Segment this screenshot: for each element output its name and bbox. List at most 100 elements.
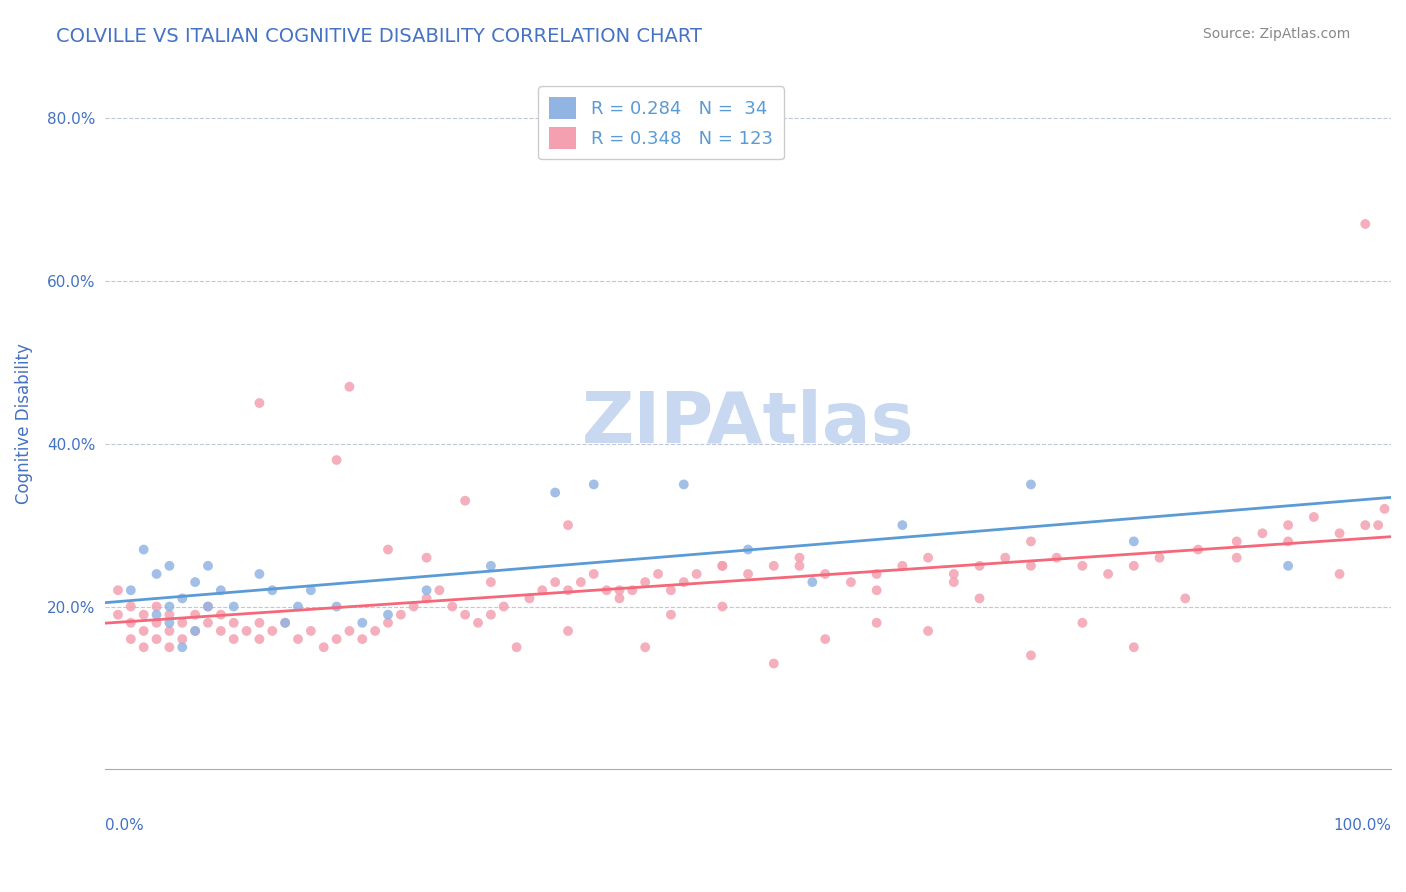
- Text: 100.0%: 100.0%: [1333, 818, 1391, 833]
- Point: [197, 615, 219, 630]
- Point: [762, 657, 785, 671]
- Point: [209, 583, 232, 598]
- Point: [609, 591, 631, 606]
- Point: [1187, 542, 1209, 557]
- Point: [172, 615, 194, 630]
- Point: [569, 575, 592, 590]
- Point: [1354, 217, 1376, 231]
- Point: [1302, 510, 1324, 524]
- Point: [891, 518, 914, 533]
- Point: [454, 493, 477, 508]
- Point: [1019, 648, 1042, 663]
- Point: [582, 566, 605, 581]
- Point: [544, 485, 567, 500]
- Point: [557, 518, 579, 533]
- Point: [132, 542, 155, 557]
- Text: Source: ZipAtlas.com: Source: ZipAtlas.com: [1202, 27, 1350, 41]
- Point: [1046, 550, 1069, 565]
- Point: [157, 615, 180, 630]
- Point: [120, 599, 142, 614]
- Point: [1071, 558, 1094, 573]
- Point: [711, 558, 734, 573]
- Legend: R = 0.284   N =  34, R = 0.348   N = 123: R = 0.284 N = 34, R = 0.348 N = 123: [538, 87, 783, 160]
- Point: [969, 591, 991, 606]
- Point: [352, 632, 374, 646]
- Point: [299, 624, 322, 638]
- Point: [1251, 526, 1274, 541]
- Point: [120, 615, 142, 630]
- Point: [145, 632, 167, 646]
- Point: [762, 558, 785, 573]
- Point: [222, 615, 245, 630]
- Point: [441, 599, 464, 614]
- Point: [352, 615, 374, 630]
- Point: [942, 566, 965, 581]
- Y-axis label: Cognitive Disability: Cognitive Disability: [15, 343, 32, 504]
- Point: [287, 632, 309, 646]
- Point: [1019, 477, 1042, 491]
- Point: [917, 624, 939, 638]
- Point: [107, 583, 129, 598]
- Point: [415, 591, 437, 606]
- Point: [249, 396, 271, 410]
- Point: [184, 607, 207, 622]
- Point: [145, 615, 167, 630]
- Point: [1329, 526, 1351, 541]
- Point: [1019, 534, 1042, 549]
- Point: [711, 558, 734, 573]
- Point: [389, 607, 412, 622]
- Point: [197, 599, 219, 614]
- Point: [866, 615, 889, 630]
- Text: ZIPAtlas: ZIPAtlas: [582, 389, 914, 458]
- Point: [1226, 534, 1249, 549]
- Point: [685, 566, 707, 581]
- Point: [672, 575, 695, 590]
- Text: COLVILLE VS ITALIAN COGNITIVE DISABILITY CORRELATION CHART: COLVILLE VS ITALIAN COGNITIVE DISABILITY…: [56, 27, 702, 45]
- Point: [621, 583, 644, 598]
- Point: [145, 607, 167, 622]
- Point: [1277, 558, 1299, 573]
- Point: [325, 599, 347, 614]
- Point: [377, 615, 399, 630]
- Point: [1174, 591, 1197, 606]
- Point: [377, 607, 399, 622]
- Point: [737, 566, 759, 581]
- Point: [866, 566, 889, 581]
- Point: [994, 550, 1017, 565]
- Point: [209, 624, 232, 638]
- Point: [1277, 518, 1299, 533]
- Point: [519, 591, 541, 606]
- Point: [737, 542, 759, 557]
- Point: [479, 575, 502, 590]
- Point: [299, 583, 322, 598]
- Point: [479, 607, 502, 622]
- Point: [415, 583, 437, 598]
- Point: [249, 615, 271, 630]
- Point: [557, 583, 579, 598]
- Point: [467, 615, 489, 630]
- Point: [157, 640, 180, 655]
- Point: [197, 558, 219, 573]
- Point: [262, 624, 284, 638]
- Point: [609, 583, 631, 598]
- Point: [222, 632, 245, 646]
- Point: [1226, 550, 1249, 565]
- Point: [377, 542, 399, 557]
- Point: [544, 575, 567, 590]
- Point: [274, 615, 297, 630]
- Point: [402, 599, 425, 614]
- Point: [492, 599, 515, 614]
- Point: [235, 624, 257, 638]
- Point: [711, 599, 734, 614]
- Point: [339, 380, 361, 394]
- Point: [107, 607, 129, 622]
- Point: [1122, 534, 1144, 549]
- Point: [120, 632, 142, 646]
- Point: [209, 607, 232, 622]
- Point: [1374, 501, 1396, 516]
- Point: [659, 583, 682, 598]
- Point: [415, 550, 437, 565]
- Point: [1367, 518, 1389, 533]
- Point: [184, 624, 207, 638]
- Point: [969, 558, 991, 573]
